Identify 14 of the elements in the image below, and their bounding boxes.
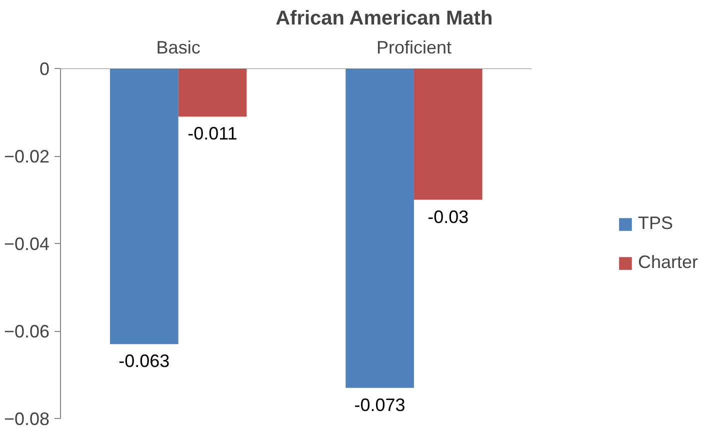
y-tick-label: −0.06 [4,322,50,342]
legend-label: Charter [638,252,698,273]
y-tick-label: −0.08 [4,409,50,429]
data-label: -0.073 [354,394,406,415]
x-tick-label: Proficient [376,38,452,58]
chart-title: African American Math [276,8,493,30]
data-label: -0.011 [188,124,238,144]
y-tick-label: −0.04 [4,234,50,254]
legend-label: TPS [638,213,673,234]
y-tick-label: 0 [39,59,50,79]
x-tick-label: Basic [156,38,200,58]
y-tick-label: −0.02 [4,146,50,166]
data-label: -0.063 [118,351,170,372]
data-label: -0.03 [428,206,469,227]
